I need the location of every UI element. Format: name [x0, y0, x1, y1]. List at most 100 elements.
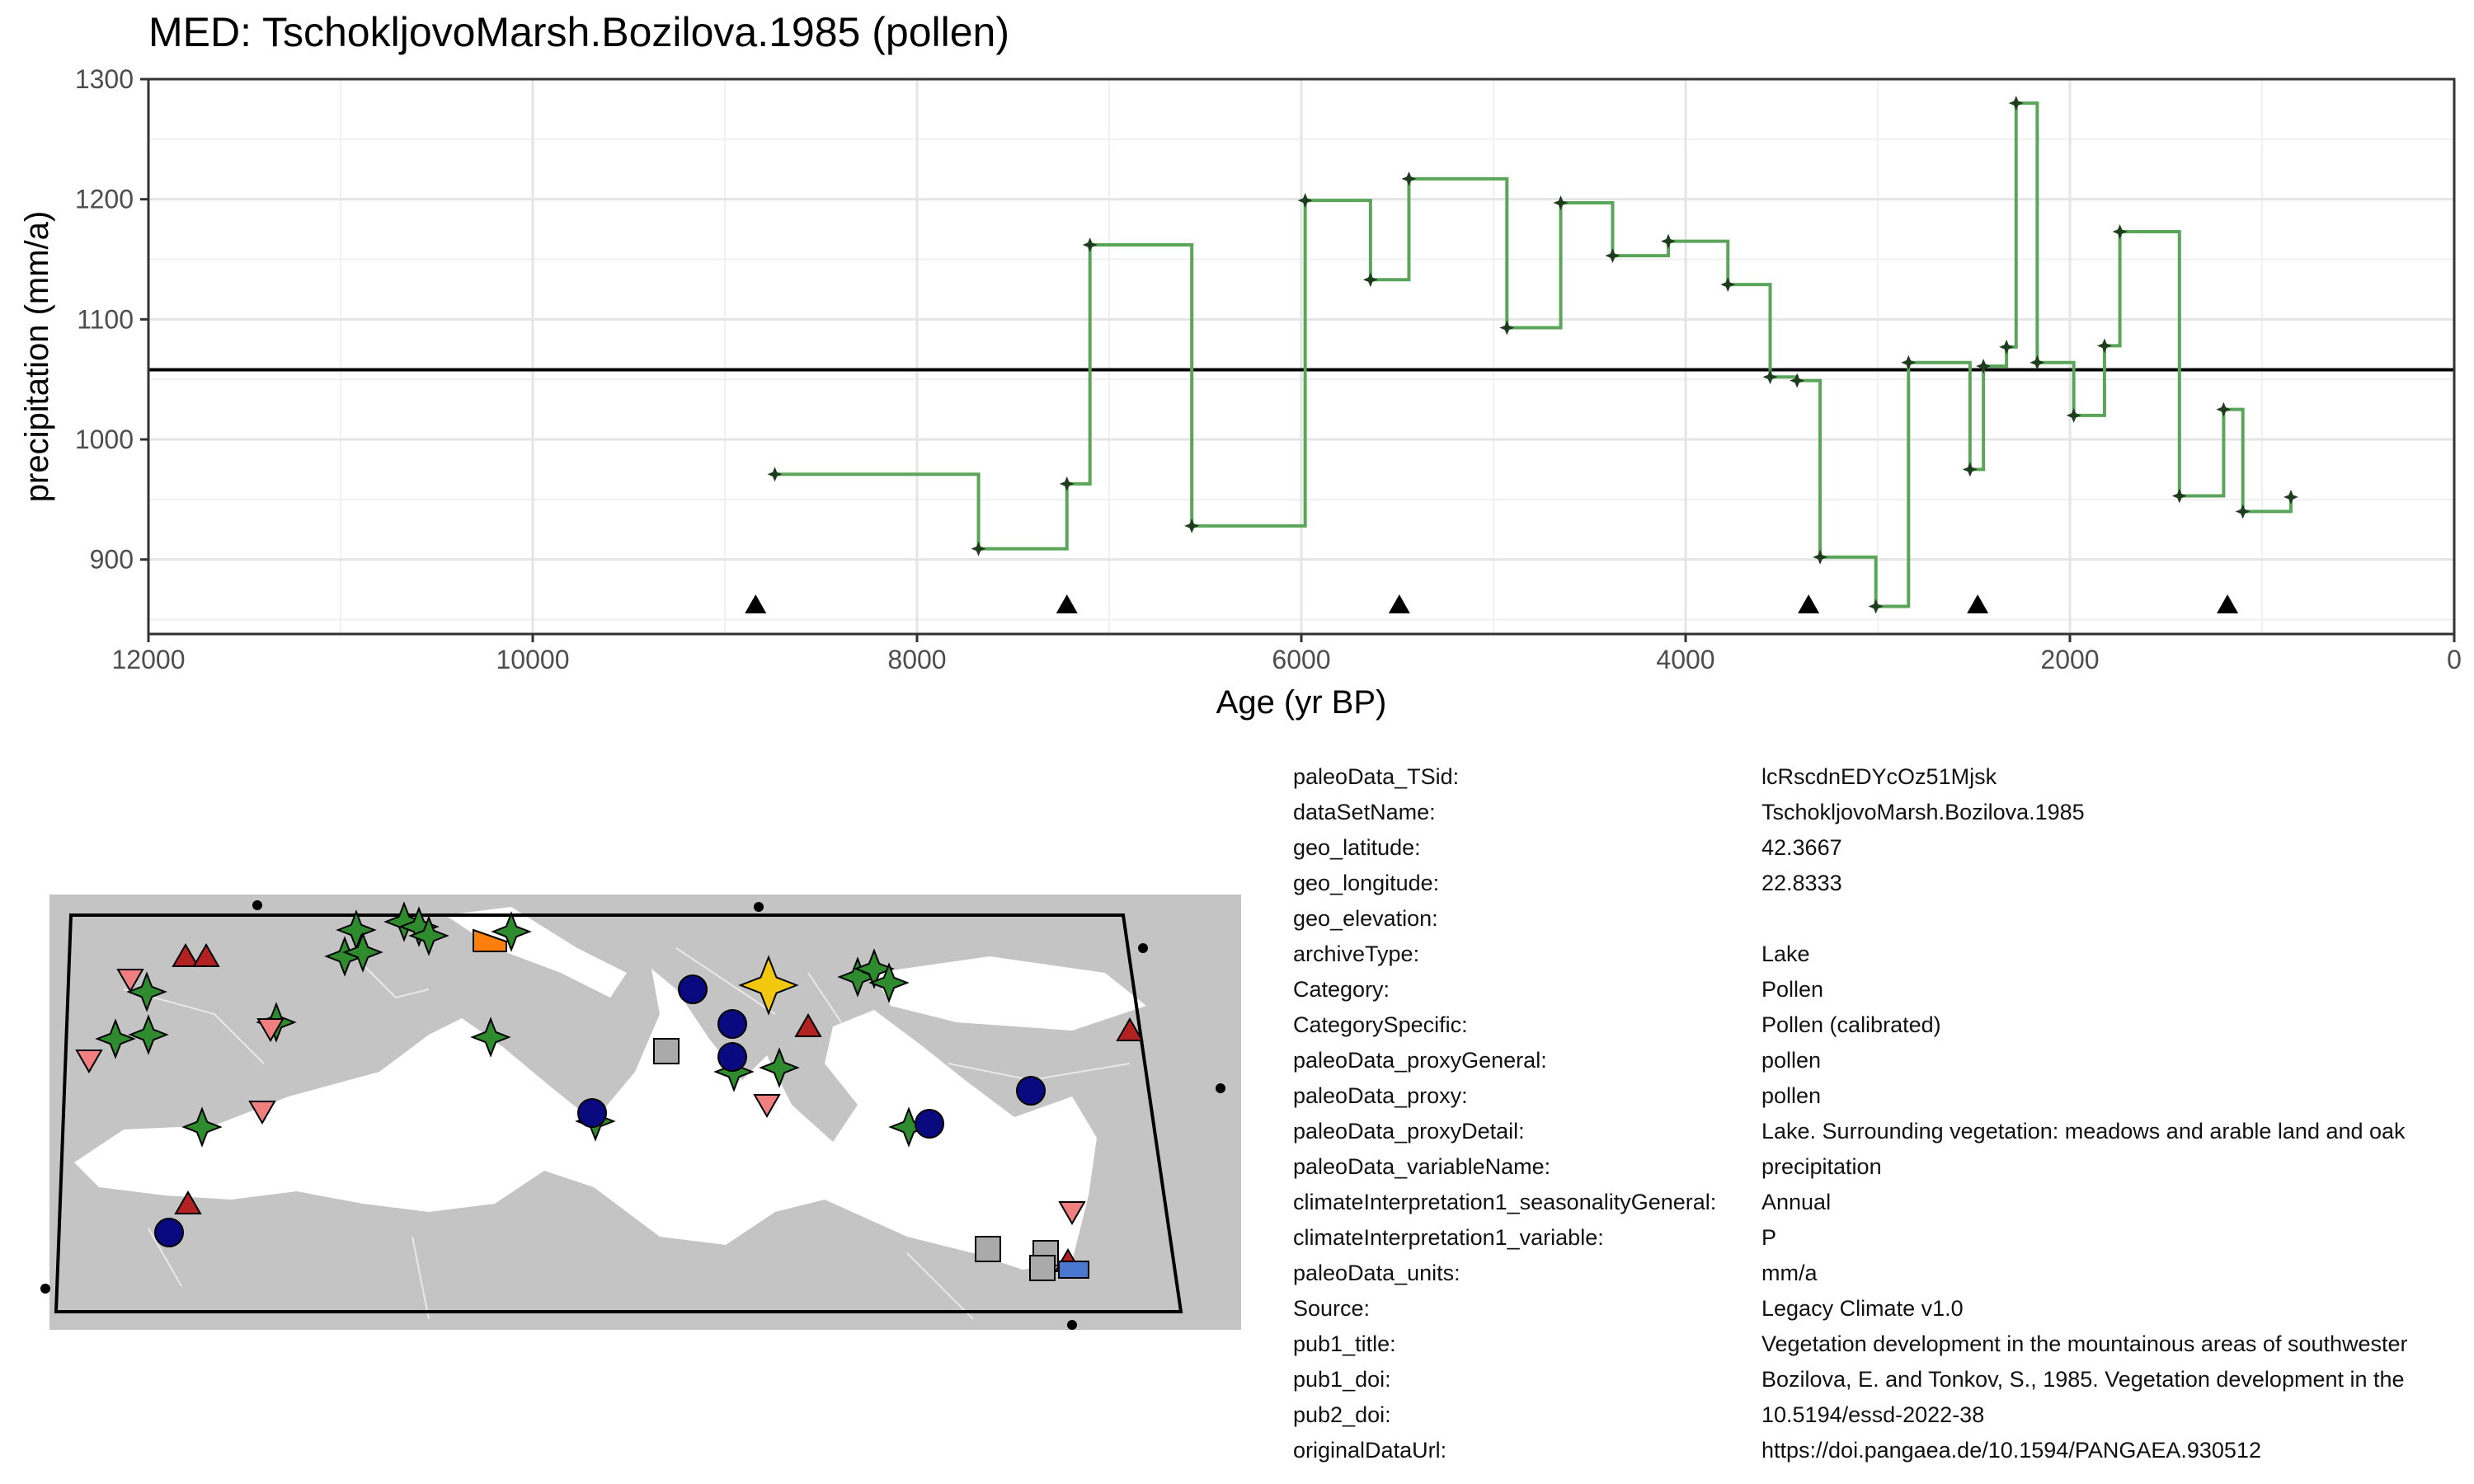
- metadata-key: paleoData_proxyGeneral:: [1293, 1048, 1547, 1073]
- map-site-star: [854, 948, 895, 989]
- data-point: [1762, 369, 1778, 385]
- metadata-value: mm/a: [1761, 1261, 1818, 1285]
- data-point: [2283, 489, 2298, 505]
- map-site-circle: [717, 1009, 747, 1039]
- map-site-inverted-triangle: [753, 1094, 781, 1119]
- data-point: [1362, 272, 1378, 288]
- data-point: [1059, 476, 1075, 491]
- metadata-value: Lake: [1761, 942, 1810, 966]
- map-site-circle: [717, 1042, 747, 1072]
- age-control-marker: [1798, 594, 1820, 613]
- metadata-value: 10.5194/essd-2022-38: [1761, 1402, 1985, 1427]
- data-point: [1605, 248, 1620, 264]
- data-point: [1962, 462, 1978, 477]
- data-point: [2112, 224, 2128, 240]
- metadata-key: pub2_doi:: [1293, 1402, 1391, 1427]
- map-site-circle: [154, 1218, 184, 1247]
- metadata-key: pub1_title:: [1293, 1331, 1396, 1356]
- x-axis-label: Age (yr BP): [1216, 684, 1387, 721]
- age-control-marker: [745, 594, 767, 613]
- metadata-key: paleoData_proxy:: [1293, 1083, 1468, 1108]
- map-site-triangle: [172, 942, 200, 967]
- data-point: [1082, 237, 1098, 253]
- data-point: [2171, 488, 2187, 504]
- map-site-circle: [577, 1098, 607, 1128]
- map-site-square: [1029, 1255, 1056, 1281]
- precipitation-chart: 12000 10000 8000 6000 4000 2000 0 900 1000 1100 12…: [19, 64, 2462, 721]
- map-site-circle: [1016, 1076, 1046, 1106]
- metadata-key: Category:: [1293, 977, 1390, 1002]
- metadata-value: 22.8333: [1761, 871, 1842, 895]
- map-site-square: [975, 1236, 1001, 1262]
- metadata-value: pollen: [1761, 1083, 1822, 1108]
- metadata-value: precipitation: [1761, 1154, 1882, 1179]
- metadata-key: paleoData_TSid:: [1293, 764, 1460, 789]
- age-control-marker: [1056, 594, 1078, 613]
- map-site-star: [128, 1014, 169, 1055]
- metadata-key: CategorySpecific:: [1293, 1012, 1468, 1037]
- data-point: [767, 467, 783, 482]
- metadata-key: climateInterpretation1_seasonalityGenera…: [1293, 1190, 1717, 1214]
- y-tick-label: 1000: [75, 425, 134, 454]
- data-point: [1813, 549, 1828, 565]
- y-tick-label: 900: [90, 545, 134, 575]
- metadata-key: pub1_doi:: [1293, 1367, 1391, 1392]
- x-tick-label: 10000: [496, 645, 570, 674]
- map-site-star: [491, 911, 532, 952]
- metadata-key: paleoData_variableName:: [1293, 1154, 1551, 1179]
- metadata-key: climateInterpretation1_variable:: [1293, 1225, 1604, 1250]
- x-tick-label: 8000: [887, 645, 946, 674]
- data-point: [1661, 233, 1677, 249]
- data-point: [2030, 355, 2045, 370]
- metadata-value: Legacy Climate v1.0: [1761, 1296, 1964, 1321]
- age-control-marker: [2217, 594, 2239, 613]
- map-site-rectangle: [1058, 1261, 1089, 1279]
- metadata-key: geo_longitude:: [1293, 871, 1440, 895]
- map-site-star: [868, 962, 910, 1003]
- metadata-value: Pollen (calibrated): [1761, 1012, 1941, 1037]
- data-point: [1297, 193, 1313, 209]
- map-site-inverted-triangle: [1058, 1201, 1086, 1226]
- data-point: [1499, 320, 1515, 336]
- age-control-marker: [1388, 594, 1410, 613]
- metadata-value: 42.3667: [1761, 835, 1842, 860]
- data-point: [1401, 171, 1417, 186]
- map-site-star: [383, 901, 425, 942]
- metadata-value[interactable]: https://doi.pangaea.de/10.1594/PANGAEA.9…: [1761, 1438, 2261, 1463]
- data-point: [1901, 355, 1917, 370]
- map-site-inverted-triangle: [75, 1050, 103, 1074]
- y-axis-label: precipitation (mm/a): [19, 211, 55, 502]
- metadata-value: pollen: [1761, 1048, 1822, 1073]
- data-point: [2096, 338, 2112, 354]
- x-tick-label: 0: [2447, 645, 2462, 674]
- data-point: [2008, 96, 2024, 111]
- metadata-value: Vegetation development in the mountainou…: [1761, 1331, 2408, 1356]
- map-site-circle: [678, 974, 708, 1004]
- data-point: [2216, 402, 2232, 417]
- data-point: [971, 541, 986, 556]
- data-point: [2066, 407, 2081, 423]
- metadata-key: geo_elevation:: [1293, 906, 1438, 931]
- map-site-triangle: [1116, 1017, 1144, 1041]
- x-tick-label: 6000: [1272, 645, 1330, 674]
- map-grid-dot: [1138, 943, 1148, 953]
- x-tick-label: 12000: [112, 645, 186, 674]
- chart-title: MED: TschokljovoMarsh.Bozilova.1985 (pol…: [148, 9, 1009, 55]
- metadata-key: paleoData_proxyDetail:: [1293, 1119, 1525, 1144]
- data-point: [1720, 277, 1736, 293]
- data-point: [1868, 599, 1884, 614]
- data-point: [1976, 359, 1992, 374]
- map-site-star: [95, 1018, 136, 1059]
- y-tick-label: 1100: [77, 304, 134, 334]
- map-site-inverted-triangle: [256, 1018, 285, 1043]
- metadata-key: dataSetName:: [1293, 800, 1436, 824]
- metadata-value: Pollen: [1761, 977, 1824, 1002]
- metadata-key: geo_latitude:: [1293, 835, 1421, 860]
- map-site-star: [408, 915, 449, 956]
- map-black-sea: [874, 956, 1146, 1031]
- map-grid-dot: [40, 1284, 50, 1294]
- map-site-star: [181, 1106, 223, 1148]
- metadata-value: Bozilova, E. and Tonkov, S., 1985. Veget…: [1761, 1367, 2405, 1392]
- metadata-value: Lake. Surrounding vegetation: meadows an…: [1761, 1119, 2406, 1144]
- x-tick-label: 4000: [1656, 645, 1714, 674]
